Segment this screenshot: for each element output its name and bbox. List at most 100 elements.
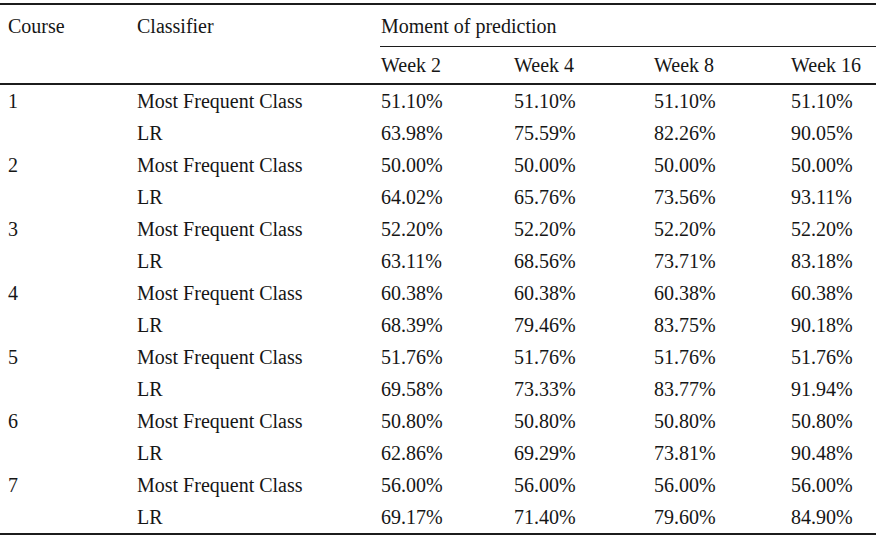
week-16-value-cell: 90.05% — [790, 117, 876, 149]
classifier-column-header: Classifier — [135, 4, 380, 84]
table-row: 7 Most Frequent Class 56.00% 56.00% 56.0… — [0, 469, 876, 501]
week-8-value-cell: 52.20% — [653, 213, 790, 245]
header-row-groups: Course Classifier Moment of prediction — [0, 4, 876, 47]
course-cell: 1 — [0, 84, 135, 117]
week-8-value-cell: 56.00% — [653, 469, 790, 501]
course-cell: 2 — [0, 149, 135, 181]
classifier-cell: LR — [135, 437, 380, 469]
table-row: LR 64.02% 65.76% 73.56% 93.11% — [0, 181, 876, 213]
course-cell: 3 — [0, 213, 135, 245]
course-cell: 6 — [0, 405, 135, 437]
week-8-value-cell: 73.81% — [653, 437, 790, 469]
week-16-value-cell: 60.38% — [790, 277, 876, 309]
week-8-value-cell: 73.56% — [653, 181, 790, 213]
week-4-value-cell: 56.00% — [513, 469, 653, 501]
week-8-column-header: Week 8 — [653, 47, 790, 85]
week-16-value-cell: 84.90% — [790, 501, 876, 534]
week-16-value-cell: 93.11% — [790, 181, 876, 213]
week-16-value-cell: 50.00% — [790, 149, 876, 181]
week-4-value-cell: 60.38% — [513, 277, 653, 309]
week-2-value-cell: 51.10% — [380, 84, 513, 117]
classifier-cell: LR — [135, 245, 380, 277]
course-cell — [0, 437, 135, 469]
results-table: Course Classifier Moment of prediction W… — [0, 3, 876, 535]
classifier-cell: Most Frequent Class — [135, 405, 380, 437]
classifier-cell: LR — [135, 181, 380, 213]
week-4-value-cell: 50.00% — [513, 149, 653, 181]
moment-of-prediction-group-header: Moment of prediction — [380, 4, 876, 47]
week-4-value-cell: 75.59% — [513, 117, 653, 149]
week-4-value-cell: 68.56% — [513, 245, 653, 277]
table-row: LR 69.58% 73.33% 83.77% 91.94% — [0, 373, 876, 405]
week-4-value-cell: 79.46% — [513, 309, 653, 341]
week-2-value-cell: 64.02% — [380, 181, 513, 213]
week-4-value-cell: 51.10% — [513, 84, 653, 117]
week-2-value-cell: 62.86% — [380, 437, 513, 469]
week-8-value-cell: 73.71% — [653, 245, 790, 277]
table-row: 5 Most Frequent Class 51.76% 51.76% 51.7… — [0, 341, 876, 373]
week-2-value-cell: 69.58% — [380, 373, 513, 405]
classifier-cell: Most Frequent Class — [135, 341, 380, 373]
table-row: LR 62.86% 69.29% 73.81% 90.48% — [0, 437, 876, 469]
week-2-value-cell: 63.98% — [380, 117, 513, 149]
week-16-value-cell: 91.94% — [790, 373, 876, 405]
week-4-value-cell: 65.76% — [513, 181, 653, 213]
week-4-value-cell: 51.76% — [513, 341, 653, 373]
week-8-value-cell: 82.26% — [653, 117, 790, 149]
week-4-value-cell: 69.29% — [513, 437, 653, 469]
course-column-header: Course — [0, 4, 135, 84]
table-row: LR 63.11% 68.56% 73.71% 83.18% — [0, 245, 876, 277]
course-cell: 4 — [0, 277, 135, 309]
classifier-cell: Most Frequent Class — [135, 84, 380, 117]
table-row: 6 Most Frequent Class 50.80% 50.80% 50.8… — [0, 405, 876, 437]
week-16-value-cell: 51.10% — [790, 84, 876, 117]
week-2-value-cell: 50.00% — [380, 149, 513, 181]
week-2-value-cell: 51.76% — [380, 341, 513, 373]
week-16-value-cell: 56.00% — [790, 469, 876, 501]
week-16-value-cell: 90.48% — [790, 437, 876, 469]
week-2-column-header: Week 2 — [380, 47, 513, 85]
week-2-value-cell: 69.17% — [380, 501, 513, 534]
week-4-value-cell: 71.40% — [513, 501, 653, 534]
week-2-value-cell: 68.39% — [380, 309, 513, 341]
week-8-value-cell: 83.77% — [653, 373, 790, 405]
table-row: 1 Most Frequent Class 51.10% 51.10% 51.1… — [0, 84, 876, 117]
week-2-value-cell: 63.11% — [380, 245, 513, 277]
classifier-cell: LR — [135, 309, 380, 341]
course-cell — [0, 373, 135, 405]
course-cell: 5 — [0, 341, 135, 373]
week-16-value-cell: 51.76% — [790, 341, 876, 373]
week-4-column-header: Week 4 — [513, 47, 653, 85]
week-2-value-cell: 60.38% — [380, 277, 513, 309]
week-4-value-cell: 73.33% — [513, 373, 653, 405]
week-8-value-cell: 50.00% — [653, 149, 790, 181]
week-8-value-cell: 79.60% — [653, 501, 790, 534]
classifier-cell: Most Frequent Class — [135, 277, 380, 309]
week-2-value-cell: 56.00% — [380, 469, 513, 501]
week-16-value-cell: 83.18% — [790, 245, 876, 277]
course-cell — [0, 117, 135, 149]
course-cell — [0, 245, 135, 277]
week-8-value-cell: 83.75% — [653, 309, 790, 341]
classifier-cell: Most Frequent Class — [135, 469, 380, 501]
course-cell — [0, 181, 135, 213]
week-2-value-cell: 50.80% — [380, 405, 513, 437]
course-cell: 7 — [0, 469, 135, 501]
week-4-value-cell: 52.20% — [513, 213, 653, 245]
table-row: LR 63.98% 75.59% 82.26% 90.05% — [0, 117, 876, 149]
classifier-cell: LR — [135, 373, 380, 405]
course-cell — [0, 309, 135, 341]
week-16-value-cell: 50.80% — [790, 405, 876, 437]
week-8-value-cell: 50.80% — [653, 405, 790, 437]
week-8-value-cell: 60.38% — [653, 277, 790, 309]
table-body: 1 Most Frequent Class 51.10% 51.10% 51.1… — [0, 84, 876, 534]
week-4-value-cell: 50.80% — [513, 405, 653, 437]
week-16-column-header: Week 16 — [790, 47, 876, 85]
classifier-cell: LR — [135, 117, 380, 149]
course-cell — [0, 501, 135, 534]
week-8-value-cell: 51.76% — [653, 341, 790, 373]
table-row: LR 68.39% 79.46% 83.75% 90.18% — [0, 309, 876, 341]
table-row: 4 Most Frequent Class 60.38% 60.38% 60.3… — [0, 277, 876, 309]
week-16-value-cell: 52.20% — [790, 213, 876, 245]
table-row: LR 69.17% 71.40% 79.60% 84.90% — [0, 501, 876, 534]
